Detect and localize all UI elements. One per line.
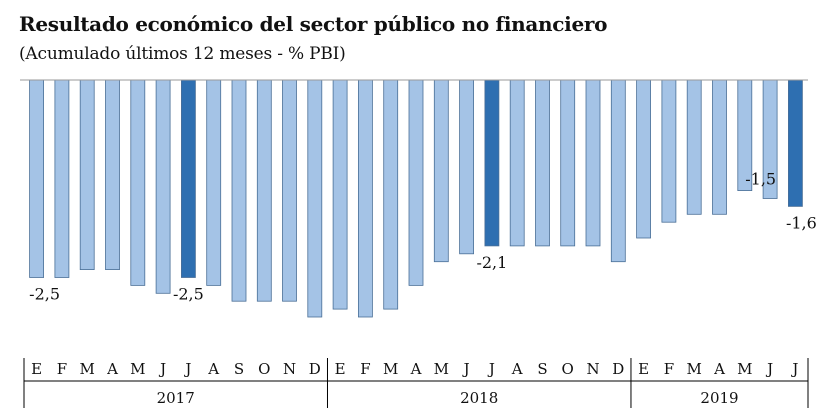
bar [686, 79, 702, 215]
bar [433, 79, 449, 263]
x-tick-label: O [562, 360, 574, 378]
bar [712, 79, 727, 215]
bar [180, 79, 196, 278]
x-tick-label: M [383, 360, 398, 378]
x-tick-label: F [664, 360, 674, 378]
bar [585, 79, 601, 247]
bar [155, 79, 171, 294]
x-tick-label: J [183, 360, 191, 378]
year-label: 2017 [157, 389, 195, 407]
x-tick-label: A [410, 360, 422, 378]
x-tick-label: A [106, 360, 118, 378]
bar [54, 79, 70, 278]
x-tick-label: J [790, 360, 798, 378]
bar [383, 79, 399, 310]
chart-subtitle: (Acumulado últimos 12 meses - % PBI) [19, 44, 346, 64]
year-label: 2018 [460, 389, 498, 407]
x-tick-label: F [360, 360, 370, 378]
x-tick-label: D [612, 360, 624, 378]
bar [408, 79, 424, 286]
bar [105, 79, 120, 271]
data-label: -2,5 [173, 285, 204, 304]
x-tick-label: J [158, 360, 166, 378]
chart-title: Resultado económico del sector público n… [19, 12, 608, 36]
bar [661, 79, 677, 223]
x-tick-label: S [234, 360, 244, 378]
x-tick-label: J [765, 360, 773, 378]
x-tick-label: A [511, 360, 523, 378]
bar [256, 79, 272, 302]
bar [332, 79, 348, 310]
x-tick-label: N [586, 360, 599, 378]
bar [206, 79, 222, 286]
x-tick-label: J [487, 360, 495, 378]
x-tick-label: J [462, 360, 470, 378]
data-label: -1,6 [786, 213, 817, 232]
bar [610, 79, 626, 263]
year-label: 2019 [700, 389, 738, 407]
bar [79, 79, 95, 271]
x-tick-label: S [537, 360, 547, 378]
x-tick-label: O [258, 360, 270, 378]
bar [636, 79, 651, 239]
data-label: -2,1 [476, 253, 507, 272]
x-tick-label: A [713, 360, 725, 378]
x-tick-label: M [687, 360, 702, 378]
bar [788, 79, 803, 207]
bar [357, 79, 373, 318]
x-tick-label: A [207, 360, 219, 378]
x-tick-label: E [638, 360, 649, 378]
x-tick-label: E [31, 360, 42, 378]
x-tick-label: F [57, 360, 67, 378]
data-label: -2,5 [29, 285, 60, 304]
bar [535, 79, 550, 247]
bar [484, 79, 500, 247]
x-tick-label: E [335, 360, 346, 378]
bar [29, 79, 45, 278]
x-tick-label: M [130, 360, 145, 378]
bar [509, 79, 525, 247]
bar [282, 79, 297, 302]
bar [307, 79, 323, 318]
data-label: -1,5 [745, 170, 776, 189]
x-tick-label: D [309, 360, 321, 378]
bar [459, 79, 475, 255]
bar [560, 79, 576, 247]
bar [130, 79, 146, 286]
x-tick-label: N [283, 360, 296, 378]
x-tick-label: M [80, 360, 95, 378]
x-tick-label: M [737, 360, 752, 378]
x-tick-label: M [434, 360, 449, 378]
bar [231, 79, 247, 302]
